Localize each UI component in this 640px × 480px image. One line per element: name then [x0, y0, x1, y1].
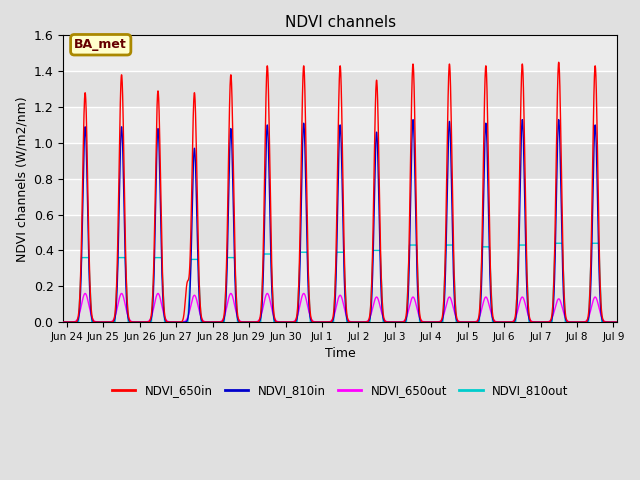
Bar: [63, 286, 617, 322]
Bar: [63, 143, 617, 179]
Bar: [63, 71, 617, 107]
Legend: NDVI_650in, NDVI_810in, NDVI_650out, NDVI_810out: NDVI_650in, NDVI_810in, NDVI_650out, NDV…: [107, 380, 573, 402]
Y-axis label: NDVI channels (W/m2/nm): NDVI channels (W/m2/nm): [15, 96, 28, 262]
X-axis label: Time: Time: [324, 348, 356, 360]
Title: NDVI channels: NDVI channels: [285, 15, 396, 30]
Text: BA_met: BA_met: [74, 38, 127, 51]
Bar: [63, 215, 617, 251]
